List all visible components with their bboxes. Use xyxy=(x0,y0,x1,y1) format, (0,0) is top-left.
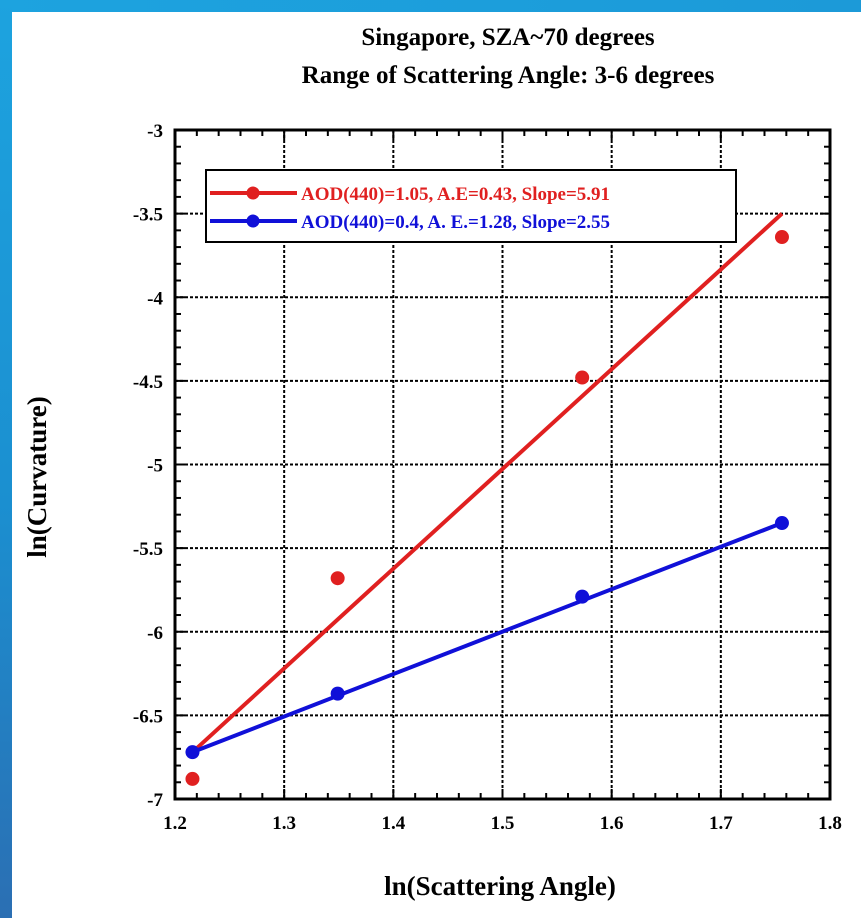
series xyxy=(185,212,789,786)
data-point xyxy=(774,516,789,531)
x-tick-label: 1.8 xyxy=(818,813,842,834)
x-tick-label: 1.7 xyxy=(709,813,733,834)
data-point xyxy=(185,771,200,786)
y-tick-label: -4.5 xyxy=(133,372,163,393)
legend-label-red: AOD(440)=1.05, A.E=0.43, Slope=5.91 xyxy=(301,184,610,205)
legend-entry-red: AOD(440)=1.05, A.E=0.43, Slope=5.91 xyxy=(210,184,610,205)
series-red xyxy=(185,212,789,786)
x-tick-label: 1.5 xyxy=(491,813,515,834)
y-tick-labels: -3 -3.5 -4 -4.5 -5 -5.5 -6 -6.5 -7 xyxy=(133,121,164,811)
x-tick-label: 1.4 xyxy=(381,813,405,834)
left-decor-stripe xyxy=(0,0,12,918)
top-decor-stripe xyxy=(0,0,861,12)
y-tick-label: -5 xyxy=(147,456,163,477)
y-tick-label: -3 xyxy=(147,121,163,142)
legend-swatch-marker xyxy=(246,186,260,200)
legend: AOD(440)=1.05, A.E=0.43, Slope=5.91 AOD(… xyxy=(205,169,737,243)
y-tick-label: -7 xyxy=(147,790,163,811)
y-axis-label: ln(Curvature) xyxy=(22,396,52,558)
data-point xyxy=(330,686,345,701)
legend-label-blue: AOD(440)=0.4, A. E.=1.28, Slope=2.55 xyxy=(301,212,610,233)
x-tick-label: 1.6 xyxy=(600,813,624,834)
y-tick-label: -4 xyxy=(147,288,163,309)
fit-line xyxy=(191,521,783,755)
scatter-chart: Singapore, SZA~70 degrees Range of Scatt… xyxy=(22,24,842,901)
x-tick-label: 1.2 xyxy=(163,813,187,834)
series-blue xyxy=(185,516,789,760)
data-point xyxy=(185,745,200,760)
y-tick-label: -5.5 xyxy=(133,539,163,560)
data-point xyxy=(330,571,345,586)
chart-panel: Singapore, SZA~70 degrees Range of Scatt… xyxy=(12,12,861,918)
legend-entry-blue: AOD(440)=0.4, A. E.=1.28, Slope=2.55 xyxy=(210,212,610,233)
chart-title-line-1: Singapore, SZA~70 degrees xyxy=(361,24,655,51)
x-axis-label: ln(Scattering Angle) xyxy=(384,871,616,901)
plot-frame xyxy=(173,128,832,801)
y-tick-label: -6 xyxy=(147,623,163,644)
legend-swatch-marker xyxy=(246,214,260,228)
x-tick-labels: 1.2 1.3 1.4 1.5 1.6 1.7 1.8 xyxy=(163,813,842,834)
data-point xyxy=(774,230,789,245)
data-point xyxy=(575,589,590,604)
fit-line xyxy=(191,212,784,754)
legend-box xyxy=(205,169,737,243)
chart-title-line-2: Range of Scattering Angle: 3-6 degrees xyxy=(302,62,715,89)
data-point xyxy=(575,370,590,385)
y-tick-label: -3.5 xyxy=(133,205,163,226)
x-tick-label: 1.3 xyxy=(272,813,296,834)
y-tick-label: -6.5 xyxy=(133,706,163,727)
